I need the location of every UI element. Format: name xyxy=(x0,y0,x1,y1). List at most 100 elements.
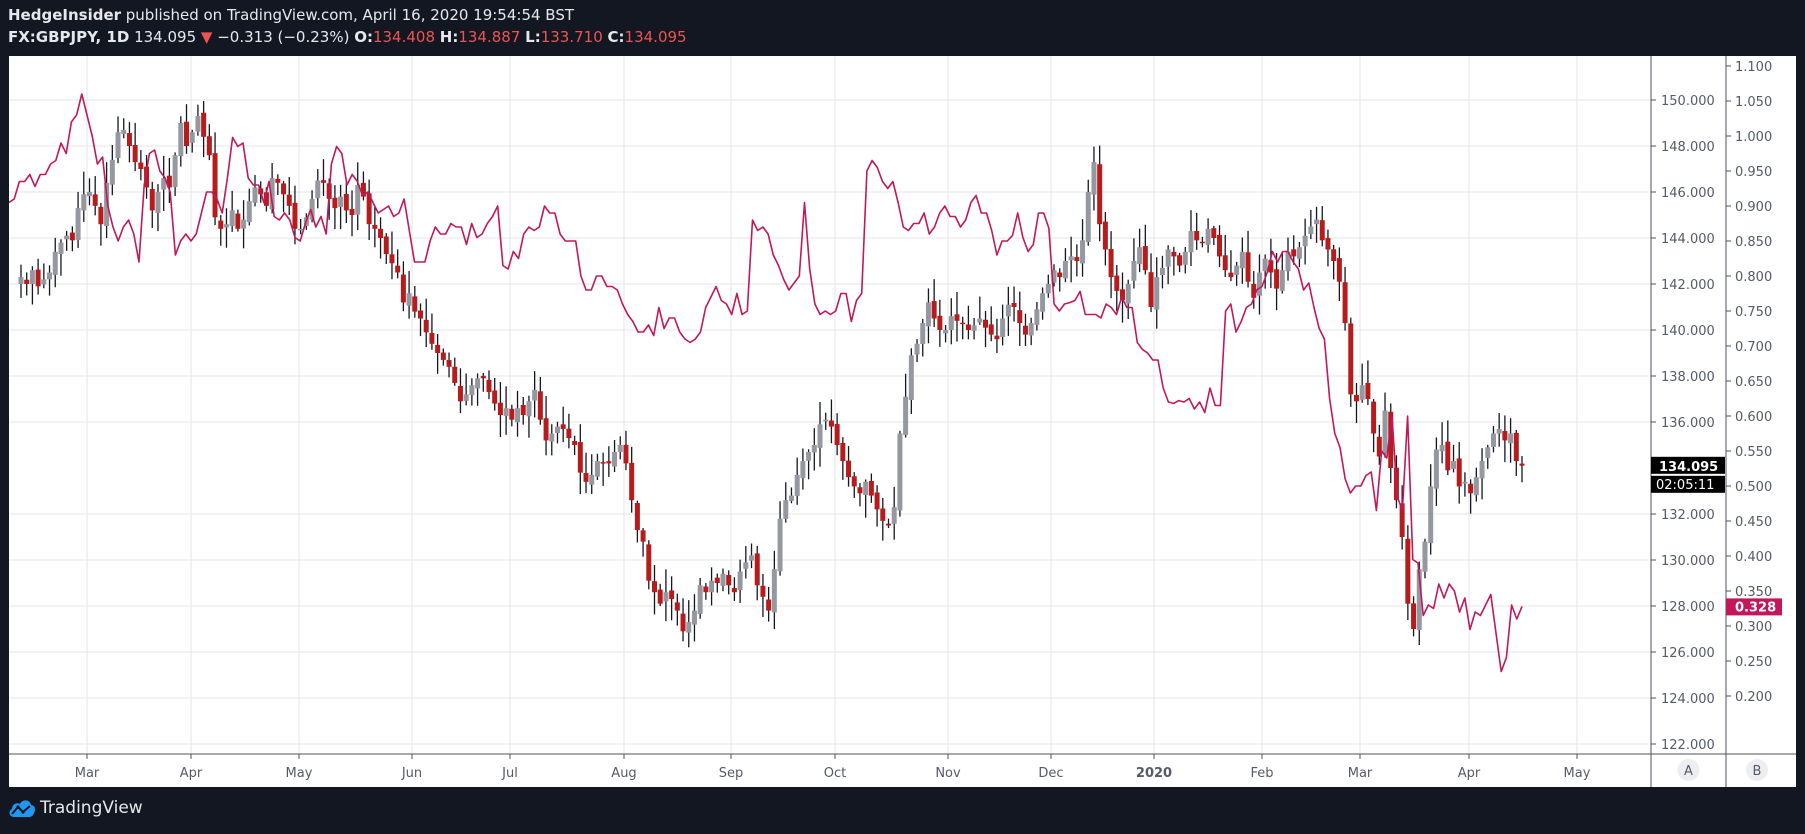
candle-body xyxy=(828,420,834,427)
price-scale-b-label: 1.100 xyxy=(1735,60,1772,75)
candle-body xyxy=(195,116,201,132)
candle-body xyxy=(657,589,663,604)
candle-body xyxy=(1496,428,1502,434)
candle-body xyxy=(497,402,503,416)
candle-body xyxy=(1085,192,1091,243)
candle-body xyxy=(834,424,840,445)
scale-button-bg[interactable] xyxy=(1746,759,1768,781)
candle-body xyxy=(851,476,857,487)
candle-body xyxy=(1331,249,1337,261)
candle-body xyxy=(1125,284,1131,304)
down-arrow-icon: ▼ xyxy=(200,28,213,46)
price-scale-a-label: 136.000 xyxy=(1661,416,1715,431)
candle-body xyxy=(378,228,384,238)
candle-body xyxy=(189,132,195,143)
candle-body xyxy=(754,553,760,586)
scale-button-label[interactable]: A xyxy=(1684,764,1693,779)
time-scale-label: Jul xyxy=(501,766,518,781)
candle-body xyxy=(960,322,966,325)
bar-countdown: 02:05:11 xyxy=(1656,478,1714,493)
candle-body xyxy=(1222,255,1228,271)
candle-body xyxy=(1302,235,1308,247)
candle-body xyxy=(1336,258,1342,282)
candle-body xyxy=(731,588,737,593)
candle-body xyxy=(406,293,412,306)
candle-body xyxy=(58,242,64,255)
candle-body xyxy=(931,301,937,319)
candle-body xyxy=(697,585,703,614)
tradingview-logo[interactable]: TradingView xyxy=(8,798,143,818)
candle-body xyxy=(212,153,218,218)
scale-button-label[interactable]: B xyxy=(1753,764,1762,779)
candle-body xyxy=(686,622,692,633)
candle-body xyxy=(612,451,618,467)
candle-body xyxy=(880,508,886,521)
candle-body xyxy=(1165,249,1171,267)
candle-body xyxy=(549,433,555,442)
candle-body xyxy=(1234,265,1240,275)
candle-body xyxy=(121,129,127,135)
publisher-name[interactable]: HedgeInsider xyxy=(8,6,122,24)
candle-body xyxy=(589,474,595,485)
candle-body xyxy=(1353,395,1359,402)
scale-button-a[interactable]: A xyxy=(1677,759,1700,781)
candle-body xyxy=(503,408,509,416)
candle-body xyxy=(537,391,543,420)
time-scale-label: Dec xyxy=(1038,766,1063,781)
candle-body xyxy=(977,318,983,323)
price-scale-b-label: 1.050 xyxy=(1735,95,1772,110)
candle-body xyxy=(760,585,766,597)
candle-body xyxy=(1371,401,1377,434)
candle-body xyxy=(709,580,715,593)
candle-body xyxy=(144,166,150,188)
price-scale-b-label: 0.950 xyxy=(1735,165,1772,180)
axes: 150.000 148.000 146.000 144.000 142.000 140.0… xyxy=(9,56,1796,787)
secondary-line-series xyxy=(9,93,1523,673)
candle-body xyxy=(104,182,110,227)
candle-body xyxy=(1108,248,1114,278)
candle-body xyxy=(1502,431,1508,441)
scale-button-b[interactable]: B xyxy=(1746,759,1768,781)
candle-body xyxy=(823,419,829,422)
candle-body xyxy=(1205,228,1211,245)
candle-body xyxy=(1399,503,1405,537)
candle-body xyxy=(800,461,806,479)
candle-body xyxy=(857,487,863,494)
candle-body xyxy=(703,586,709,593)
price-scale-b-label: 0.400 xyxy=(1735,550,1772,565)
symbol-label[interactable]: FX:GBPJPY, 1D xyxy=(8,28,130,46)
time-scale-label: Oct xyxy=(824,766,846,781)
candle-body xyxy=(452,366,458,383)
candle-body xyxy=(640,530,646,542)
candle-body xyxy=(206,136,212,156)
candle-body xyxy=(1279,270,1285,291)
candle-body xyxy=(1028,323,1034,336)
candle-body xyxy=(1513,432,1519,462)
candle-body xyxy=(948,316,954,330)
candle-body xyxy=(320,180,326,183)
chart-container[interactable]: 150.000 148.000 146.000 144.000 142.000 140.0… xyxy=(9,56,1796,787)
candle-body xyxy=(389,254,395,264)
candle-body xyxy=(338,196,344,207)
candle-body xyxy=(1405,538,1411,604)
candle-body xyxy=(720,573,726,586)
candle-body xyxy=(469,385,475,396)
last-price: 134.095 xyxy=(134,28,197,46)
brand-name: TradingView xyxy=(40,798,143,818)
candle-body xyxy=(777,518,783,572)
low-value: 133.710 xyxy=(540,28,603,46)
candle-body xyxy=(577,442,583,473)
scale-button-bg[interactable] xyxy=(1677,759,1700,781)
candle-body xyxy=(246,201,252,223)
candle-body xyxy=(1314,219,1320,225)
price-change: −0.313 (−0.23%) xyxy=(217,28,350,46)
candle-body xyxy=(463,394,469,401)
candle-body xyxy=(749,555,755,561)
candle-body xyxy=(1131,261,1137,281)
price-chart[interactable]: 150.000 148.000 146.000 144.000 142.000 140.0… xyxy=(9,56,1796,787)
candle-body xyxy=(1228,272,1234,278)
candle-body xyxy=(1274,269,1280,289)
candles xyxy=(18,100,1525,648)
candle-body xyxy=(229,210,235,227)
price-scale-a-label: 124.000 xyxy=(1661,692,1715,707)
